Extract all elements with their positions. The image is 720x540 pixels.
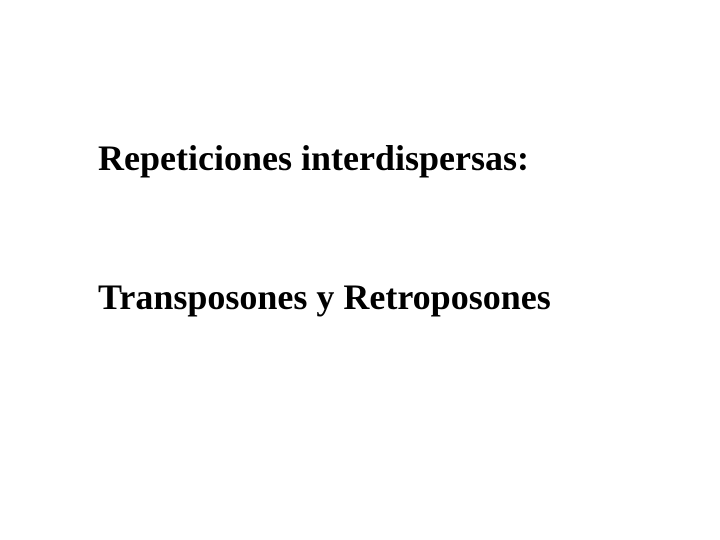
- slide-container: Repeticiones interdispersas: Transposone…: [0, 0, 720, 540]
- slide-subtitle: Transposones y Retroposones: [98, 276, 720, 319]
- slide-title: Repeticiones interdispersas:: [98, 137, 720, 180]
